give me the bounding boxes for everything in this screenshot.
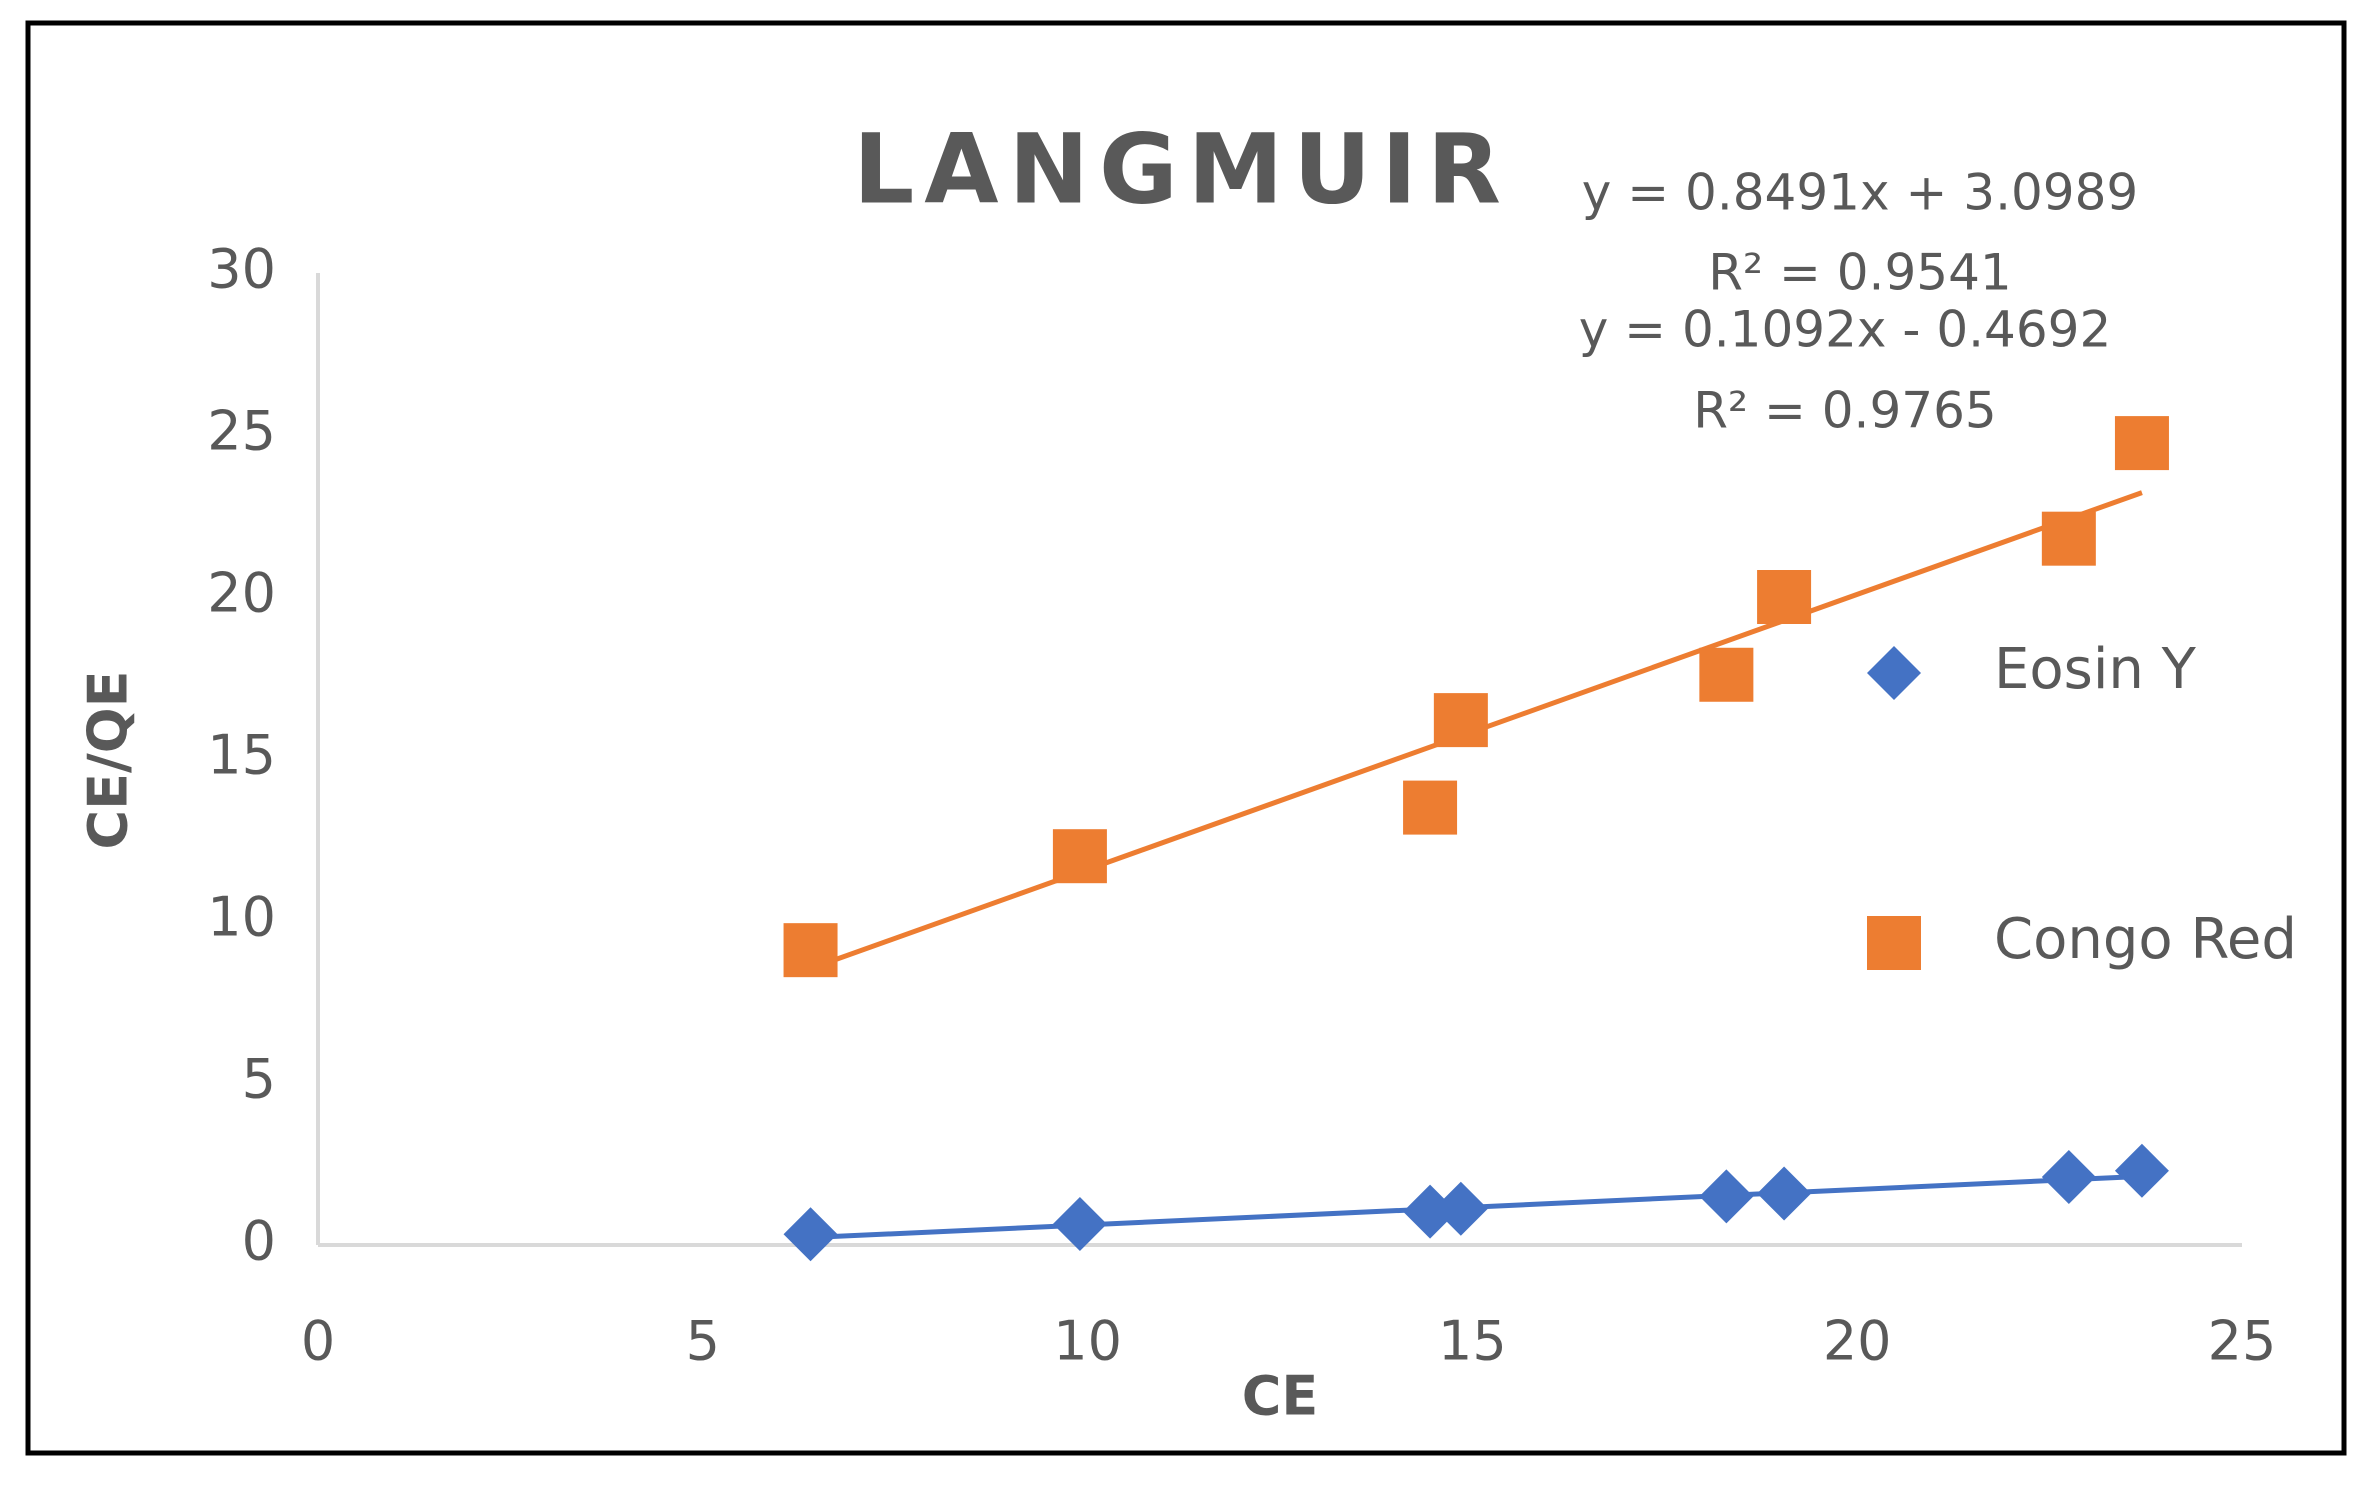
trendline-equation: y = 0.8491x + 3.0989 xyxy=(1582,164,2138,222)
marker xyxy=(1757,1166,1812,1221)
y-tick-label: 20 xyxy=(207,562,276,625)
x-tick-label: 15 xyxy=(1438,1310,1507,1373)
chart-border xyxy=(25,20,2347,1456)
marker xyxy=(783,923,838,978)
marker xyxy=(2114,416,2169,471)
x-tick-label: 0 xyxy=(301,1310,335,1373)
marker xyxy=(1433,693,1488,748)
x-tick-label: 25 xyxy=(2208,1310,2277,1373)
y-axis-title: CE/QE xyxy=(77,670,140,849)
x-tick-label: 10 xyxy=(1053,1310,1122,1373)
marker xyxy=(2041,511,2096,566)
marker xyxy=(1403,780,1458,835)
legend-marker xyxy=(1867,646,1921,700)
trendline-equation: y = 0.1092x - 0.4692 xyxy=(1579,301,2112,359)
y-tick-label: 10 xyxy=(207,886,276,949)
y-tick-label: 15 xyxy=(207,724,276,787)
marker xyxy=(2041,1149,2096,1204)
y-tick-label: 30 xyxy=(207,238,276,301)
legend-marker xyxy=(1867,916,1921,970)
marker xyxy=(1699,647,1754,702)
marker xyxy=(1433,1181,1488,1236)
y-tick-label: 0 xyxy=(242,1210,276,1273)
marker xyxy=(1403,1184,1458,1239)
trendline-r2: R² = 0.9541 xyxy=(1708,244,2011,302)
y-tick-label: 25 xyxy=(207,400,276,463)
chart-title: LANGMUIR xyxy=(853,113,1511,225)
marker xyxy=(1699,1169,1754,1224)
x-tick-label: 5 xyxy=(686,1310,720,1373)
legend-label: Eosin Y xyxy=(1994,637,2197,702)
marker xyxy=(783,1207,838,1262)
legend-label: Congo Red xyxy=(1994,907,2297,972)
marker xyxy=(2114,1143,2169,1198)
x-axis-title: CE xyxy=(1242,1365,1319,1428)
marker xyxy=(1757,570,1812,624)
y-tick-label: 5 xyxy=(242,1048,276,1111)
trendline-r2: R² = 0.9765 xyxy=(1693,382,1996,440)
marker xyxy=(1052,1196,1107,1251)
marker xyxy=(1052,829,1107,884)
x-tick-label: 20 xyxy=(1823,1310,1892,1373)
